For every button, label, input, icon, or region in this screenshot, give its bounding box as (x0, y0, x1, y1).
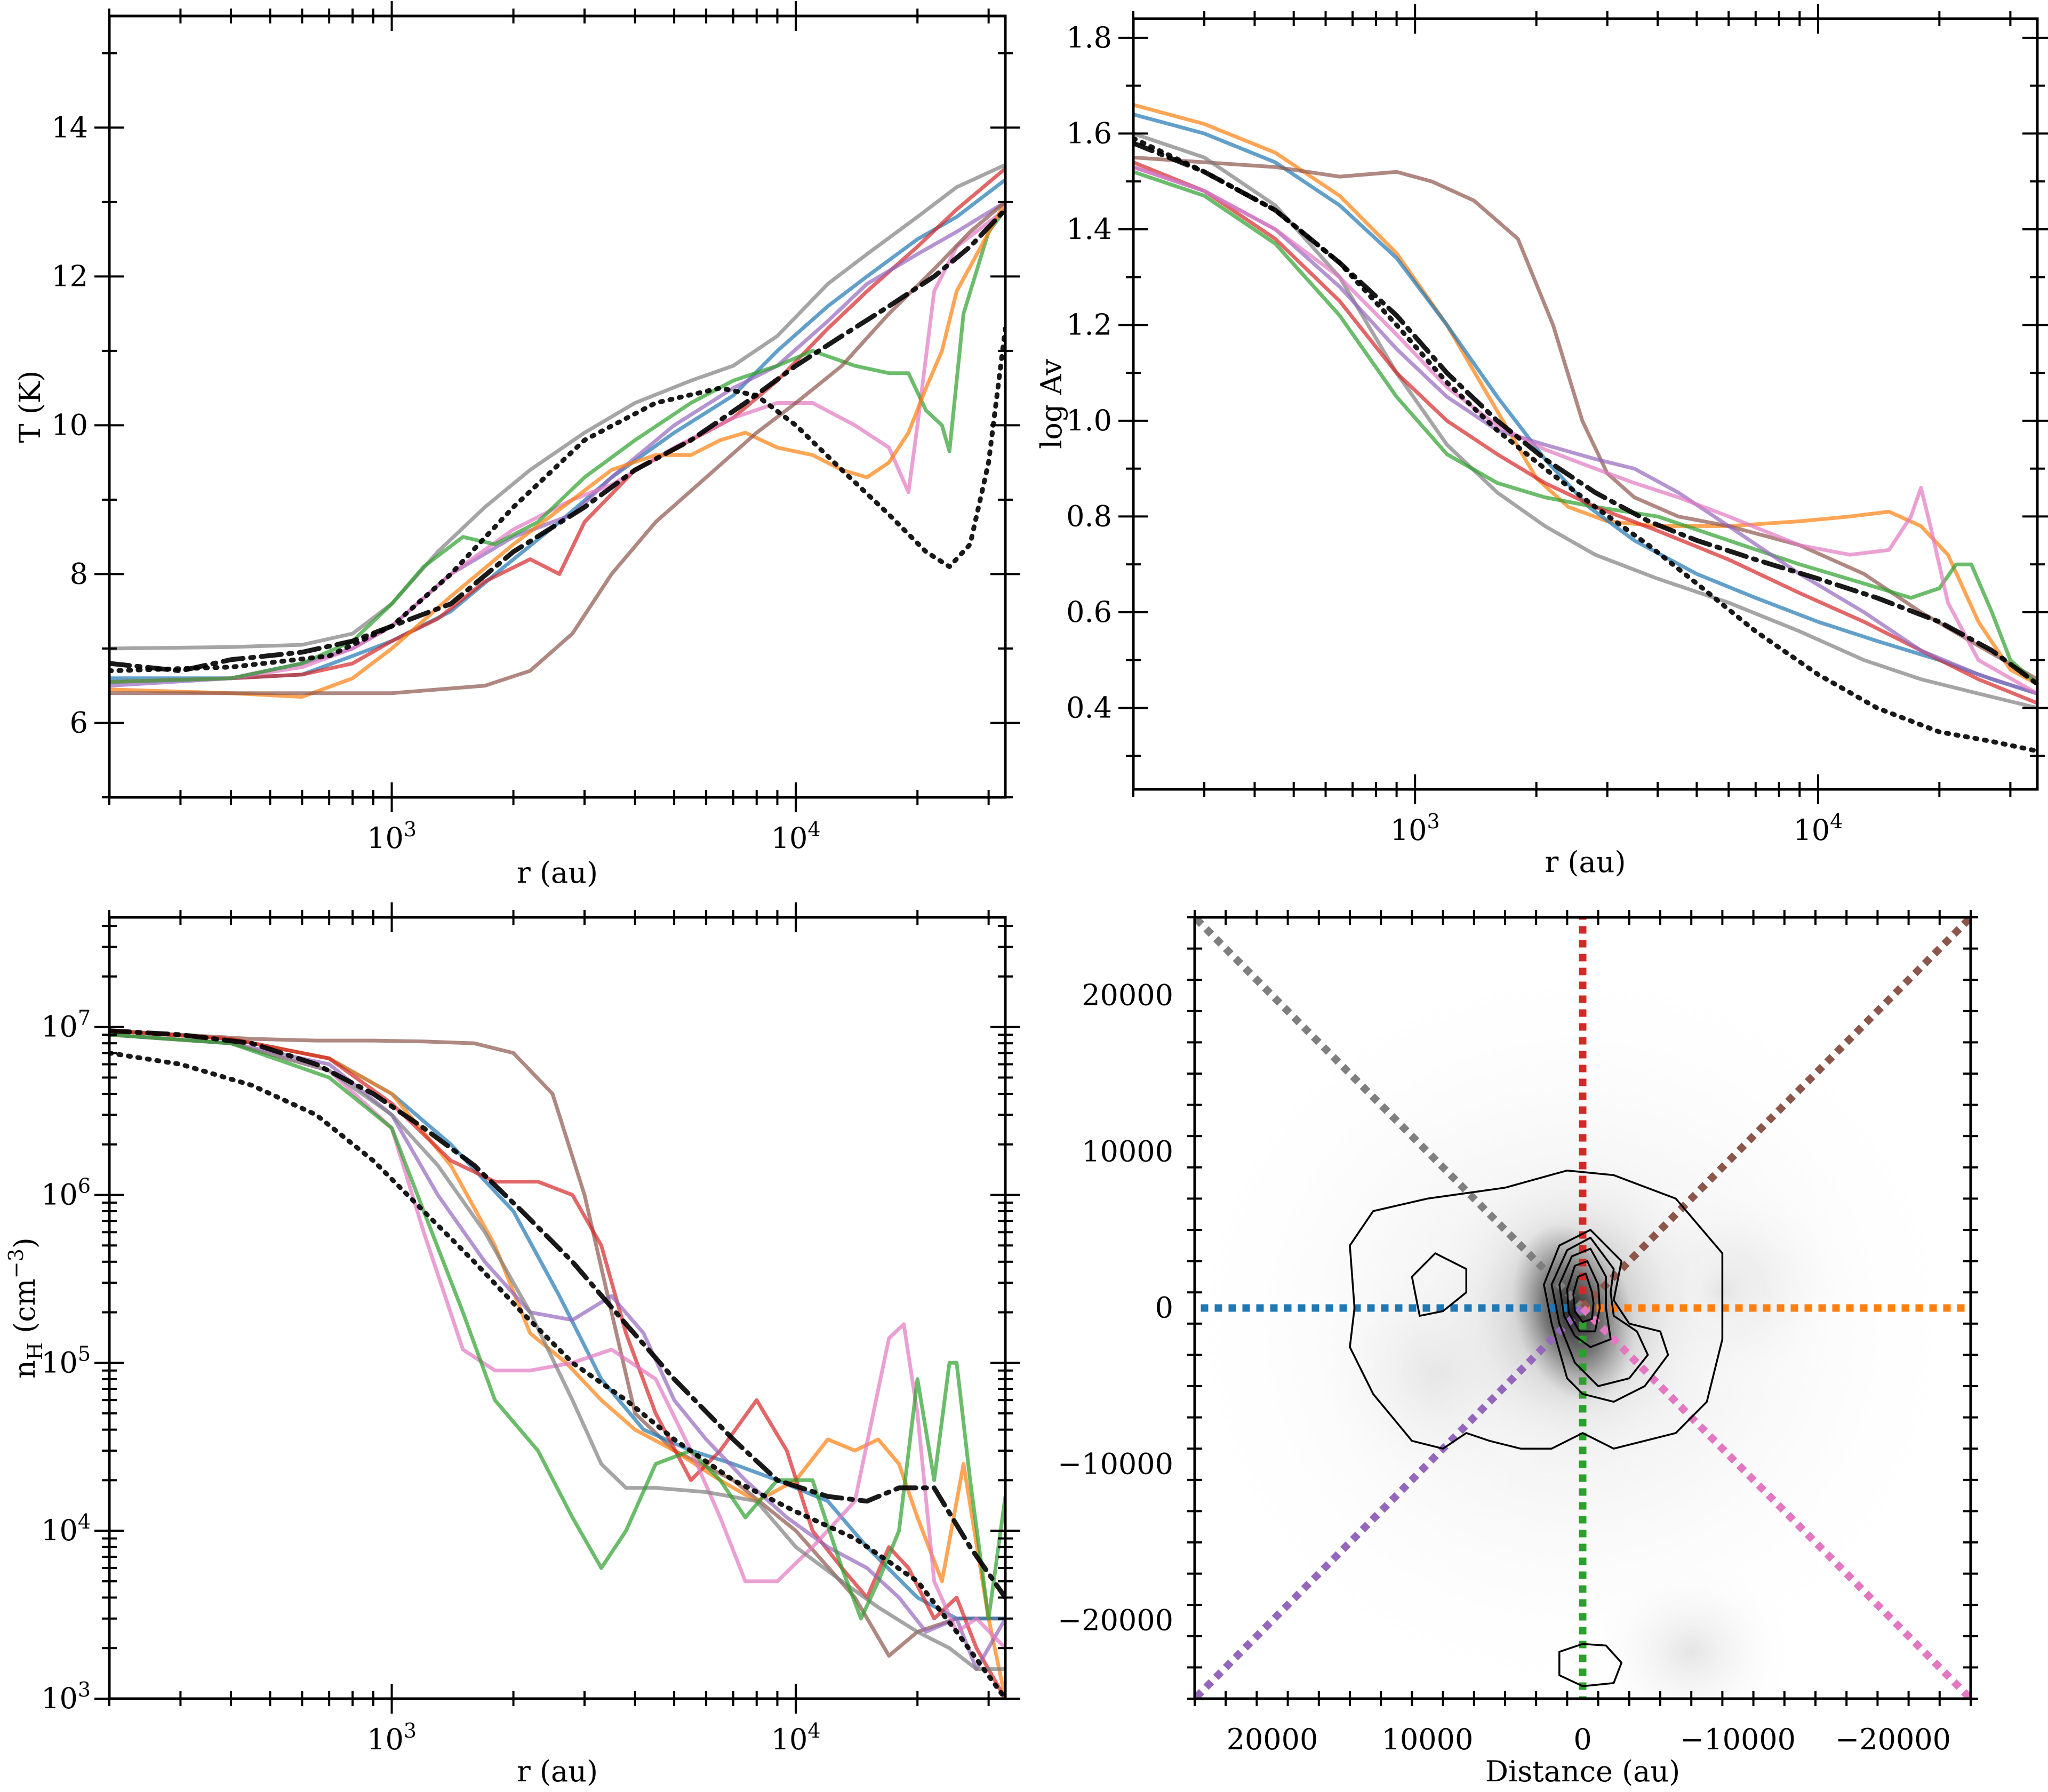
y-tick-label: 12 (51, 259, 88, 293)
radial-cut (1580, 917, 1971, 1311)
x-tick-label: −10000 (1680, 1723, 1796, 1756)
y-tick-label: 1.6 (1066, 116, 1112, 150)
series-brown (109, 1029, 1005, 1658)
series-black-dashdot (109, 207, 1005, 674)
x-tick-label: 10000 (1382, 1723, 1474, 1756)
x-tick-label: 103 (367, 1719, 417, 1756)
series-gray (109, 163, 1005, 651)
panel-map: 20000 10000 0 −10000 −20000 20000 10000 0 −10000… (1058, 910, 1978, 1788)
y-tick-label: 105 (41, 1342, 91, 1379)
contour-line (1558, 1247, 1612, 1348)
series-black-dotted (1133, 135, 2037, 754)
series-pink (1133, 165, 2037, 695)
panel-extinction: 103 104 0.4 0.6 0.8 1.0 1.2 1.4 1.6 1.8 r (au) log … (1035, 4, 2048, 879)
x-tick-label: 20000 (1227, 1723, 1318, 1756)
series-black-dotted (109, 326, 1005, 674)
y-tick-label: 10 (51, 408, 88, 442)
series-red (109, 166, 1005, 684)
x-tick-label: 104 (771, 1719, 821, 1756)
y-tick-label: 106 (41, 1174, 91, 1211)
series-blue (109, 1029, 1005, 1621)
series-red (1133, 160, 2037, 705)
plot-frame (1132, 17, 2039, 791)
series-green (109, 1033, 1005, 1621)
x-axis-label: r (au) (1545, 845, 1626, 879)
radial-cut (1195, 1305, 1586, 1699)
plot-frame (108, 14, 1007, 799)
y-tick-label: 1.8 (1066, 21, 1112, 54)
series-gray (109, 1033, 1005, 1671)
series-black-dashdot (1133, 140, 2037, 686)
x-tick-label: 103 (1390, 810, 1440, 847)
x-axis-label: r (au) (517, 1755, 598, 1788)
density-clump (1585, 1556, 1798, 1699)
x-tick-label: −20000 (1835, 1723, 1951, 1756)
series-group (1133, 103, 2037, 754)
plot-frame (108, 916, 1007, 1700)
series-group (109, 163, 1005, 699)
y-tick-label: 0 (1155, 1291, 1173, 1325)
plot-frame (1193, 916, 1972, 1700)
radial-cut (1195, 917, 1586, 1311)
series-green (1133, 170, 2037, 686)
y-tick-label: 1.0 (1066, 404, 1112, 437)
y-tick-label: 10000 (1082, 1135, 1173, 1169)
x-axis-label: r (au) (517, 856, 598, 890)
series-blue (109, 178, 1005, 681)
series-orange (109, 200, 1005, 699)
y-axis-label: log Av (1035, 359, 1068, 449)
contour-line (1572, 1273, 1595, 1323)
contour-line (1543, 1229, 1669, 1403)
y-tick-label: 20000 (1082, 979, 1173, 1012)
contour-line (1558, 1643, 1623, 1687)
series-orange (1133, 103, 2037, 686)
contour-line (1411, 1252, 1468, 1317)
series-green (109, 207, 1005, 684)
y-tick-label: 6 (70, 706, 88, 739)
series-group (109, 1028, 1005, 1699)
y-axis-label: T (K) (13, 371, 47, 443)
contour-line (1550, 1236, 1649, 1387)
series-black-dashdot (109, 1028, 1005, 1600)
panel-temperature: 103 104 6 8 10 12 14 r (au) T (K) (13, 1, 1020, 890)
y-tick-label: −20000 (1058, 1604, 1173, 1637)
y-tick-label: 104 (41, 1510, 91, 1547)
series-gray (1133, 131, 2037, 710)
y-tick-label: 0.8 (1066, 499, 1112, 533)
contour-line (1349, 1169, 1724, 1450)
y-tick-label: 107 (41, 1006, 91, 1044)
y-tick-label: 103 (41, 1678, 91, 1715)
panel-density: 103 104 103 104 105 106 107 r (au) nH (cm−3) (4, 902, 1020, 1788)
x-axis-label: Distance (au) (1485, 1755, 1680, 1788)
radial-cut (1580, 1305, 1971, 1699)
series-purple (109, 1033, 1005, 1671)
y-tick-label: 8 (70, 557, 88, 590)
y-tick-label: 1.2 (1066, 308, 1112, 341)
map-layer (1195, 917, 1971, 1699)
x-tick-label: 0 (1573, 1723, 1591, 1756)
x-tick-label: 104 (771, 818, 821, 855)
series-pink (109, 1033, 1005, 1650)
series-brown (109, 200, 1005, 695)
x-tick-label: 104 (1793, 810, 1843, 847)
series-black-dotted (109, 1050, 1005, 1699)
x-tick-label: 103 (367, 818, 417, 855)
y-axis-label: nH (cm−3) (4, 1237, 47, 1379)
y-tick-label: 0.6 (1066, 595, 1112, 629)
series-purple (1133, 165, 2037, 695)
y-tick-label: −10000 (1058, 1447, 1173, 1481)
y-tick-label: 1.4 (1066, 212, 1112, 246)
y-tick-label: 14 (51, 110, 88, 144)
series-brown (1133, 155, 2037, 682)
y-tick-label: 0.4 (1066, 691, 1112, 724)
contour-line (1566, 1260, 1601, 1333)
